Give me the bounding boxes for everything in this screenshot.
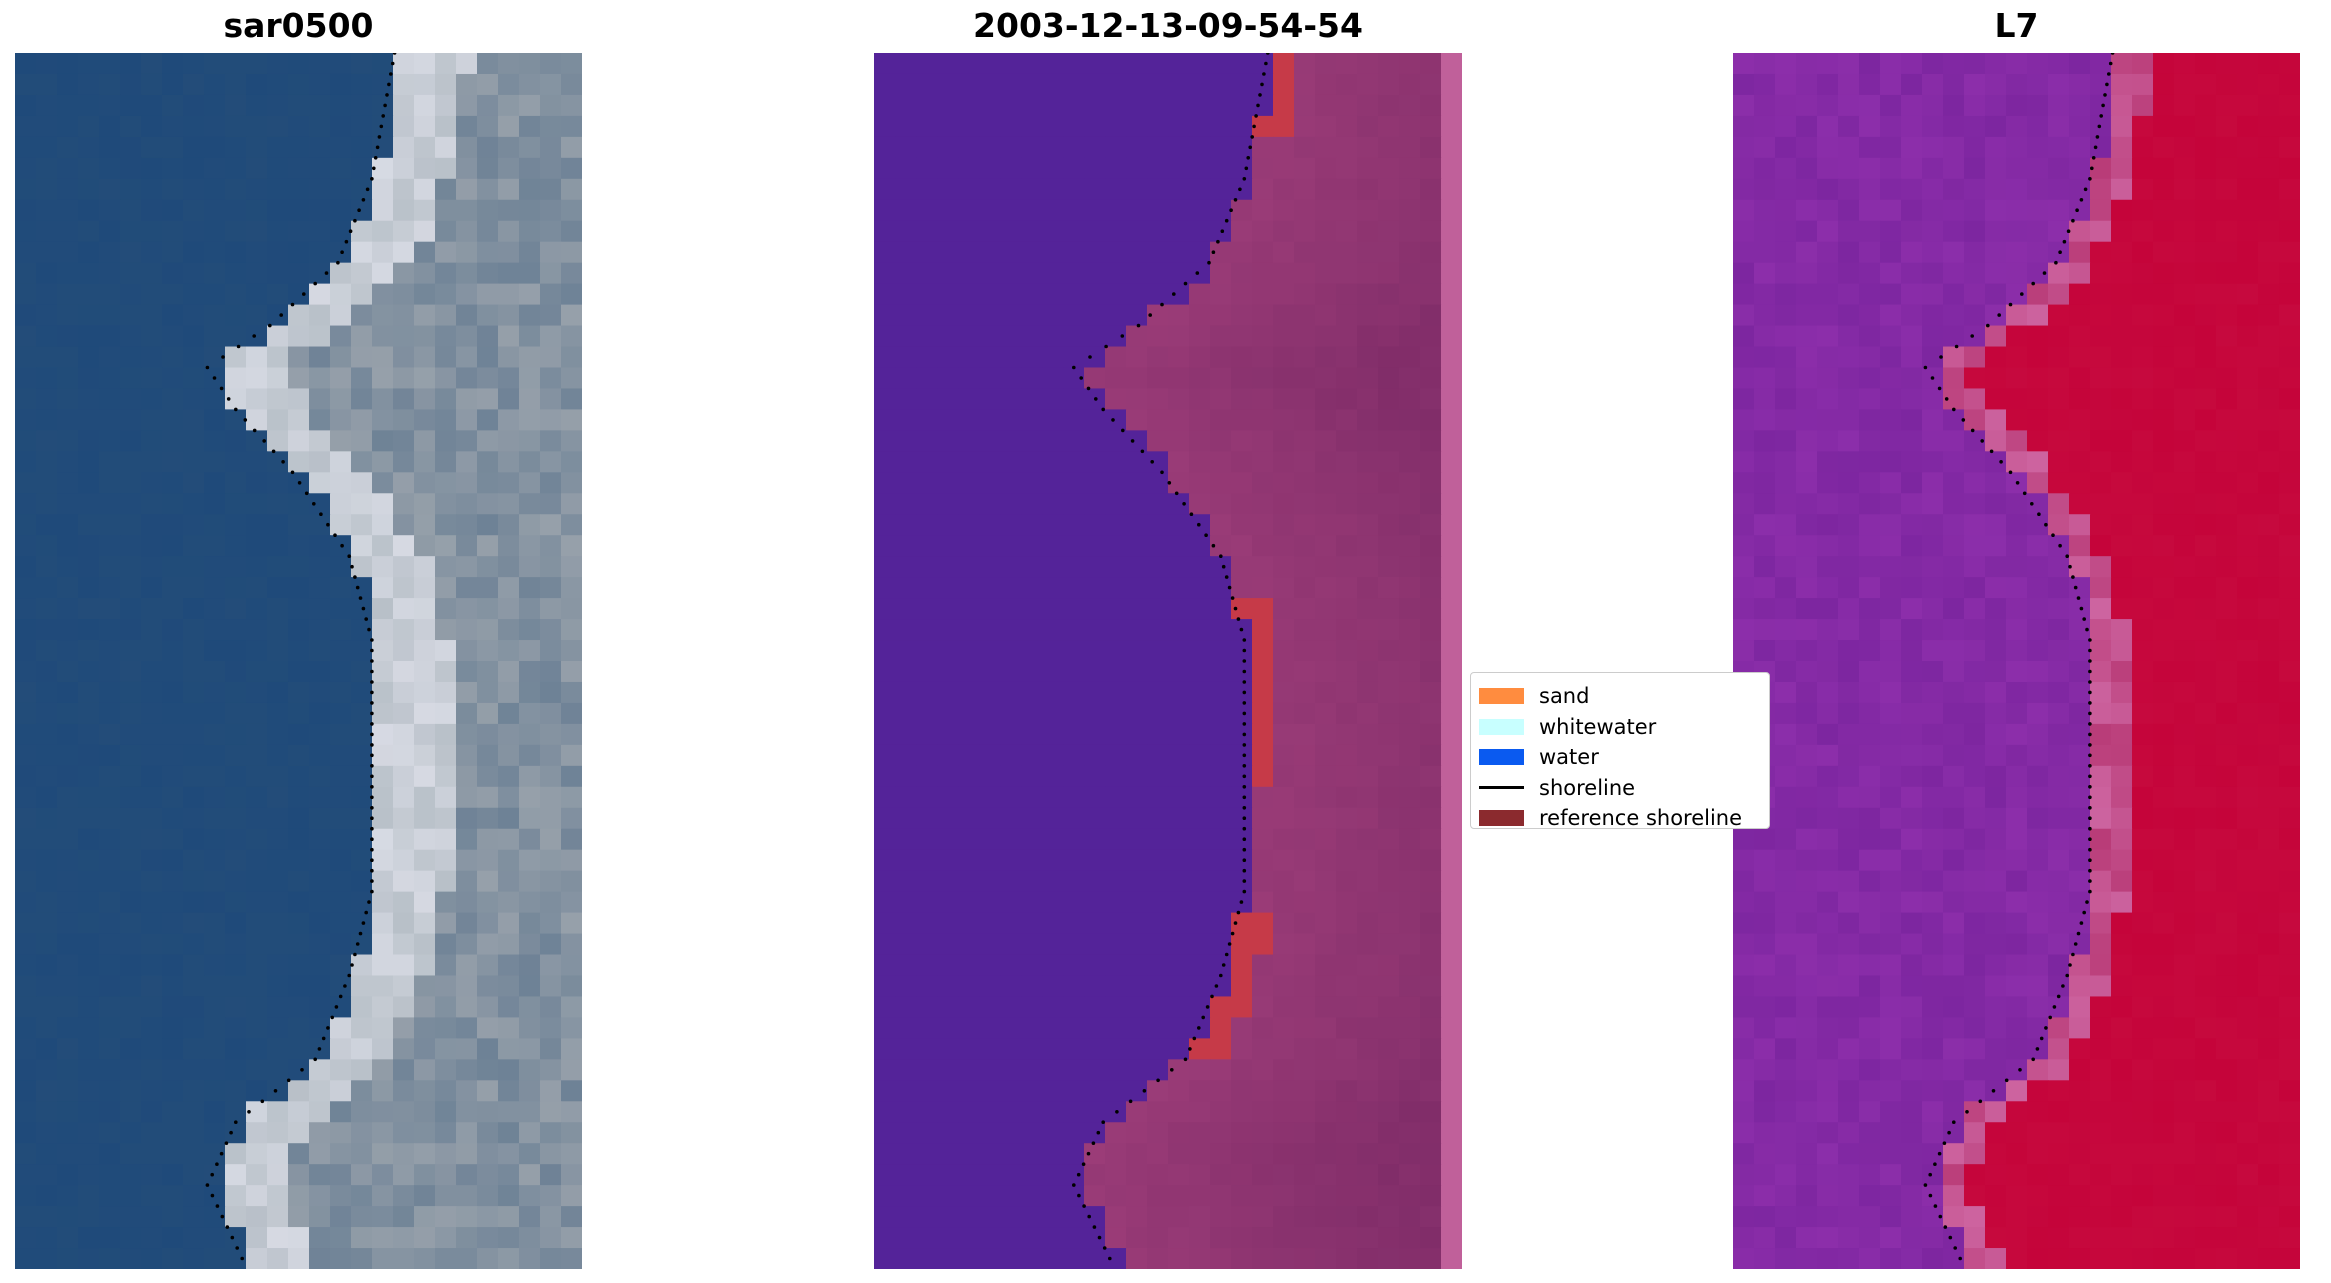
legend-item-water: water bbox=[1479, 742, 1769, 773]
ndwi-image bbox=[1733, 53, 2300, 1269]
classified-image-panel bbox=[874, 53, 1462, 1269]
legend-label-shoreline: shoreline bbox=[1539, 775, 1636, 800]
legend-label-water: water bbox=[1539, 745, 1599, 770]
legend-item-whitewater: whitewater bbox=[1479, 712, 1769, 743]
legend-swatch-water bbox=[1479, 749, 1524, 766]
legend-label-sand: sand bbox=[1539, 684, 1590, 709]
legend-label-whitewater: whitewater bbox=[1539, 714, 1657, 739]
legend-item-shoreline: shoreline bbox=[1479, 773, 1769, 804]
panel-title-ndwi: L7 bbox=[1994, 6, 2039, 45]
panel-title-classified: 2003-12-13-09-54-54 bbox=[973, 6, 1363, 45]
legend-item-reference-shoreline: reference shoreline bbox=[1479, 803, 1769, 834]
legend-swatch-reference-shoreline bbox=[1479, 810, 1524, 827]
legend-label-reference-shoreline: reference shoreline bbox=[1539, 806, 1743, 831]
rgb-satellite-image bbox=[15, 53, 582, 1269]
legend-swatch-sand bbox=[1479, 688, 1524, 705]
legend-swatch-shoreline bbox=[1479, 786, 1524, 790]
ndwi-image-panel bbox=[1733, 53, 2300, 1269]
legend-swatch-whitewater bbox=[1479, 718, 1524, 735]
legend: sand whitewater water shoreline referenc… bbox=[1470, 672, 1770, 830]
legend-item-sand: sand bbox=[1479, 681, 1769, 712]
rgb-image-panel bbox=[15, 53, 582, 1269]
panel-title-rgb: sar0500 bbox=[223, 6, 374, 45]
classified-image bbox=[874, 53, 1462, 1269]
